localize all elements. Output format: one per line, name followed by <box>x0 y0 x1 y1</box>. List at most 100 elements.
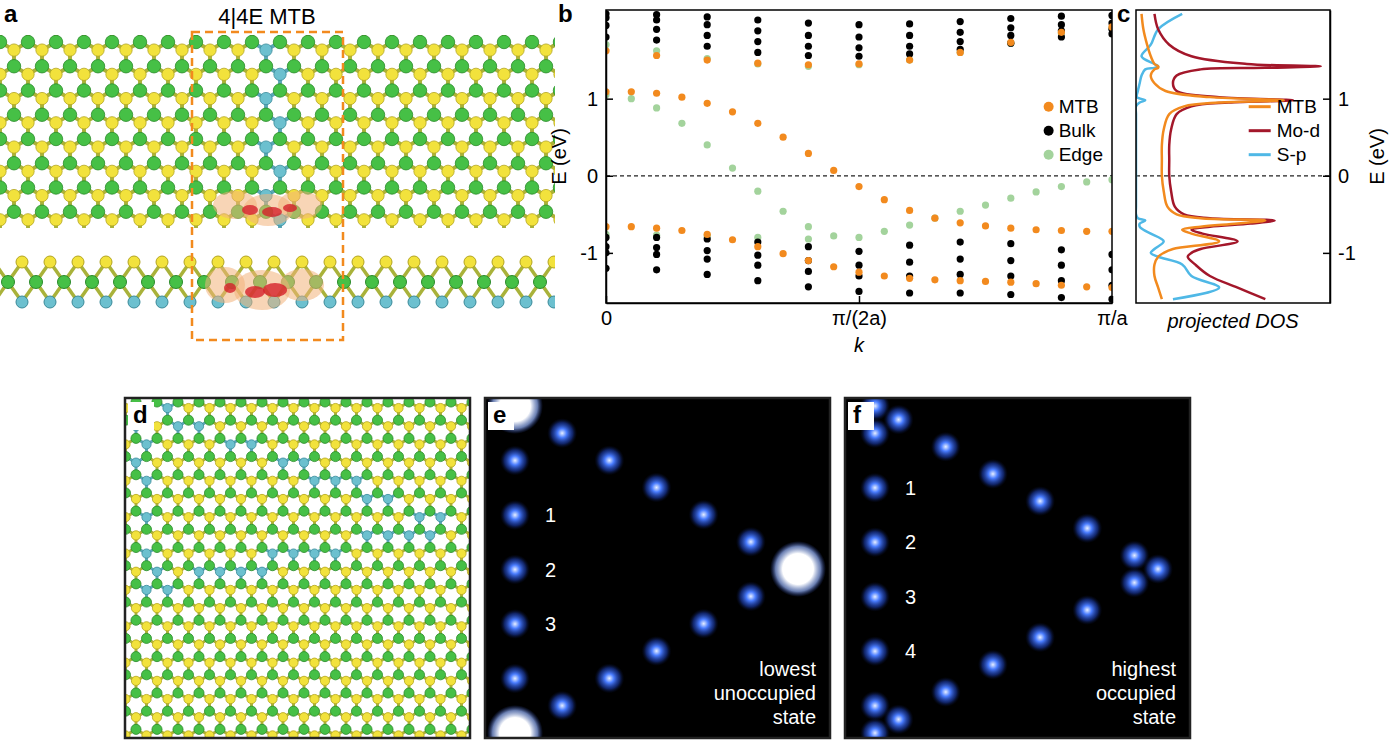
atom <box>148 189 160 201</box>
atom <box>498 117 510 129</box>
point <box>855 183 862 190</box>
atom <box>77 132 90 145</box>
atom <box>372 92 384 104</box>
isosurface-core <box>245 286 265 298</box>
atom <box>330 117 342 129</box>
atom <box>484 44 496 56</box>
atom <box>288 92 300 104</box>
atom <box>357 181 370 194</box>
tick-label: 1 <box>1338 88 1349 110</box>
atom <box>245 181 258 194</box>
point <box>957 255 964 262</box>
atom <box>259 60 272 73</box>
point <box>754 120 761 127</box>
atom <box>50 214 62 226</box>
atom <box>218 117 230 129</box>
tick-mark <box>859 296 861 303</box>
point <box>805 32 812 39</box>
atom <box>330 165 342 177</box>
atom <box>63 60 76 73</box>
atom <box>484 92 496 104</box>
atom <box>371 60 384 73</box>
atom <box>7 60 20 73</box>
atom <box>259 108 272 121</box>
atom <box>386 165 398 177</box>
atom <box>22 117 34 129</box>
isosurface-lobe <box>234 270 290 310</box>
atom <box>428 189 440 201</box>
atom <box>134 165 146 177</box>
point <box>805 257 812 264</box>
legend-line <box>1249 153 1271 156</box>
atom <box>133 35 146 48</box>
point <box>1007 15 1014 22</box>
point <box>704 141 711 148</box>
atom <box>147 108 160 121</box>
atom <box>0 132 7 145</box>
atom <box>35 108 48 121</box>
point <box>754 27 761 34</box>
atom <box>400 92 412 104</box>
point <box>754 60 761 67</box>
point <box>754 243 761 250</box>
point <box>906 242 913 249</box>
point <box>906 57 913 64</box>
point <box>1007 40 1014 47</box>
point <box>653 11 660 18</box>
point <box>754 49 761 56</box>
atom <box>385 35 398 48</box>
point <box>754 262 761 269</box>
atom <box>16 296 28 308</box>
atom <box>526 117 538 129</box>
point <box>906 20 913 27</box>
atom <box>105 181 118 194</box>
atom <box>36 189 48 201</box>
atom <box>274 165 286 177</box>
atom <box>540 92 552 104</box>
point <box>678 227 685 234</box>
point <box>653 244 660 251</box>
atom <box>526 165 538 177</box>
point <box>855 262 862 269</box>
atom <box>0 35 7 48</box>
atom <box>539 108 552 121</box>
atom <box>540 44 552 56</box>
atom <box>50 117 62 129</box>
atom <box>442 165 454 177</box>
atom <box>203 157 216 170</box>
atom <box>50 165 62 177</box>
atom <box>456 141 468 153</box>
point <box>881 272 888 279</box>
point <box>1058 262 1065 269</box>
atom <box>105 132 118 145</box>
atom <box>77 35 90 48</box>
atom <box>273 35 286 48</box>
atom <box>427 205 440 218</box>
atom <box>548 256 555 268</box>
atom <box>344 141 356 153</box>
atom <box>554 214 555 226</box>
atom <box>100 296 112 308</box>
axis-title: k <box>854 334 865 356</box>
atom <box>217 35 230 48</box>
atom <box>329 181 342 194</box>
atom <box>399 108 412 121</box>
atom <box>77 181 90 194</box>
point <box>805 243 812 250</box>
atom <box>366 276 379 289</box>
point <box>1007 240 1014 247</box>
point <box>704 231 711 238</box>
point <box>1007 24 1014 31</box>
point <box>780 134 787 141</box>
atom <box>273 132 286 145</box>
atom <box>344 92 356 104</box>
point <box>982 201 989 208</box>
point <box>855 61 862 68</box>
atom <box>119 60 132 73</box>
atom <box>372 44 384 56</box>
atom <box>72 256 84 268</box>
atom <box>329 35 342 48</box>
isosurface-core <box>283 204 297 212</box>
point <box>957 208 964 215</box>
atom <box>400 141 412 153</box>
